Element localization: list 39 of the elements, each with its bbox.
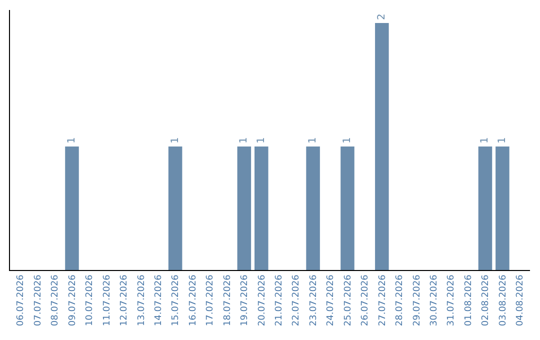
data-label: 1 xyxy=(238,137,250,144)
x-tick-label: 13.07.2026 xyxy=(136,274,147,326)
x-tick-label: 26.07.2026 xyxy=(360,274,371,326)
x-tick-label: 22.07.2026 xyxy=(292,274,302,326)
x-tick-label: 21.07.2026 xyxy=(274,274,285,326)
x-tick-label: 02.08.2026 xyxy=(481,274,492,326)
x-tick-label: 14.07.2026 xyxy=(154,274,164,326)
x-tick-label: 17.07.2026 xyxy=(206,274,216,326)
x-tick-label: 28.07.2026 xyxy=(395,274,406,326)
x-tick-label: 18.07.2026 xyxy=(222,274,233,326)
data-label: 1 xyxy=(480,137,491,144)
x-tick-label: 09.07.2026 xyxy=(68,274,78,326)
x-tick-label: 27.07.2026 xyxy=(378,274,388,326)
x-tick-label: 06.07.2026 xyxy=(16,274,26,326)
x-tick-label: 08.07.2026 xyxy=(50,274,61,326)
x-tick-label: 01.08.2026 xyxy=(464,274,474,326)
x-tick-label: 24.07.2026 xyxy=(326,274,336,326)
x-tick-label: 29.07.2026 xyxy=(412,274,422,326)
data-label: 1 xyxy=(66,137,78,144)
x-tick-label: 23.07.2026 xyxy=(308,274,319,326)
x-tick-label: 03.08.2026 xyxy=(498,274,508,326)
x-tick-label: 16.07.2026 xyxy=(188,274,198,326)
data-label: 1 xyxy=(308,137,319,144)
data-label: 1 xyxy=(496,137,508,144)
x-tick-label: 11.07.2026 xyxy=(102,274,112,326)
x-tick-label: 25.07.2026 xyxy=(343,274,354,326)
x-tick-label: 04.08.2026 xyxy=(516,274,526,326)
data-label: 1 xyxy=(256,137,267,144)
x-tick-label: 12.07.2026 xyxy=(120,274,130,326)
x-tick-label: 20.07.2026 xyxy=(257,274,268,326)
data-label: 1 xyxy=(170,137,181,144)
data-label: 2 xyxy=(376,14,388,20)
x-tick-label: 31.07.2026 xyxy=(446,274,457,326)
x-tick-label: 10.07.2026 xyxy=(85,274,96,326)
x-tick-label: 15.07.2026 xyxy=(171,274,182,326)
x-tick-label: 30.07.2026 xyxy=(430,274,440,326)
x-tick-label: 07.07.2026 xyxy=(33,274,44,326)
data-label: 1 xyxy=(342,137,353,144)
x-tick-label: 19.07.2026 xyxy=(240,274,250,326)
